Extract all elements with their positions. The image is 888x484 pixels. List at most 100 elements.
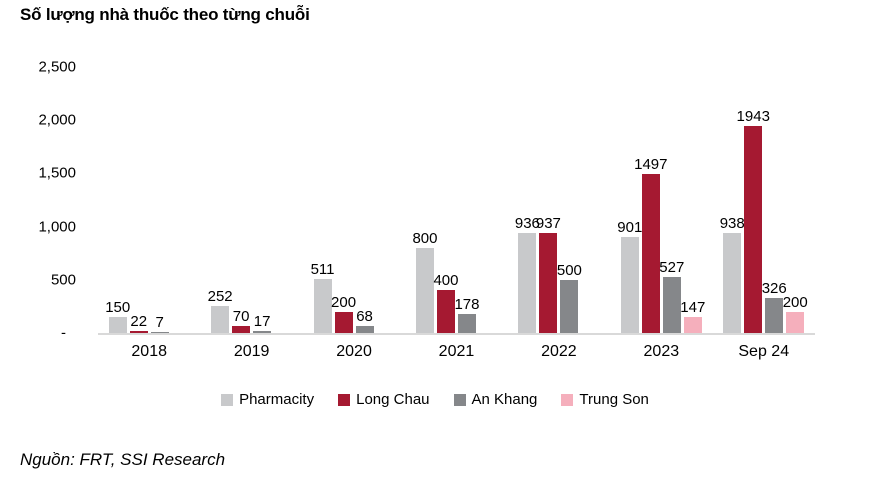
x-axis-label-2018: 2018 xyxy=(131,343,167,360)
bar-an-khang-2020 xyxy=(355,325,374,333)
bar-group-2022: 936 937 500 xyxy=(508,67,610,333)
bar-slot-an-khang-2020: 68 xyxy=(355,308,374,333)
bar-value-label: 527 xyxy=(659,258,685,276)
legend-swatch-icon-trung-son xyxy=(561,393,574,406)
legend-item-an-khang: An Khang xyxy=(453,391,537,408)
bar-group-2018: 150 22 7 xyxy=(98,67,200,333)
x-axis-label-2019: 2019 xyxy=(233,343,270,360)
bar-value-label: 7 xyxy=(155,314,164,331)
bar-pharmacity-2022 xyxy=(518,233,537,333)
bar-slot-an-khang-2021: 178 xyxy=(454,296,479,333)
bar-value-label: 147 xyxy=(680,299,706,317)
legend-swatch-icon-long-chau xyxy=(338,393,351,406)
plot-area: 150 22 7 252 70 17 511 200 68 800 400 178 936 937 500 9… xyxy=(98,67,815,335)
bar-long-chau-2023 xyxy=(641,173,660,333)
bar-slot-pharmacity-sep-24: 938 xyxy=(720,215,745,333)
bar-value-label: 1943 xyxy=(736,108,770,126)
bar-trung-son-2023 xyxy=(683,317,702,333)
bar-long-chau-2019 xyxy=(232,325,251,333)
bar-slot-trung-son-2023: 147 xyxy=(680,299,705,333)
bar-slot-an-khang-2018: 7 xyxy=(150,314,169,333)
bar-pharmacity-2018 xyxy=(108,317,127,333)
bar-value-label: 200 xyxy=(782,293,808,311)
bar-value-label: 200 xyxy=(331,293,357,311)
y-axis: 2,500 2,000 1,500 1,000 500 - xyxy=(0,59,76,342)
bar-pharmacity-2020 xyxy=(313,278,332,333)
bar-slot-long-chau-sep-24: 1943 xyxy=(737,108,770,333)
legend-item-pharmacity: Pharmacity xyxy=(221,391,314,408)
y-axis-tick: 2,500 xyxy=(38,58,76,76)
bar-an-khang-2019 xyxy=(253,331,272,333)
bar-value-label: 901 xyxy=(617,219,643,237)
y-axis-tick: 1,500 xyxy=(38,164,76,182)
bar-pharmacity-2021 xyxy=(415,247,434,333)
bar-an-khang-2023 xyxy=(662,276,681,333)
legend: Pharmacity Long Chau An Khang Trung Son xyxy=(0,391,870,408)
bar-slot-pharmacity-2021: 800 xyxy=(412,230,437,333)
bar-slot-long-chau-2020: 200 xyxy=(331,294,356,333)
x-axis-label-2023: 2023 xyxy=(643,343,680,360)
bar-slot-long-chau-2022: 937 xyxy=(536,215,561,333)
x-axis: 2018 2019 2020 2021 2022 2023 Sep 24 xyxy=(98,343,815,361)
legend-label-trung-son: Trung Son xyxy=(579,391,649,408)
bar-value-label: 500 xyxy=(556,261,582,279)
bar-slot-pharmacity-2023: 901 xyxy=(617,219,642,333)
bar-group-2023: 901 1497 527 147 xyxy=(610,67,712,333)
bar-group-2021: 800 400 178 xyxy=(405,67,507,333)
bar-slot-trung-son-sep-24: 200 xyxy=(783,294,808,333)
bar-slot-an-khang-2023: 527 xyxy=(659,259,684,333)
bar-slot-long-chau-2018: 22 xyxy=(129,312,148,333)
bar-long-chau-2022 xyxy=(539,233,558,333)
bar-long-chau-sep-24 xyxy=(744,126,763,333)
legend-item-long-chau: Long Chau xyxy=(338,391,430,408)
bar-slot-an-khang-2019: 17 xyxy=(253,313,272,333)
bar-value-label: 178 xyxy=(454,296,480,314)
legend-swatch-icon-pharmacity xyxy=(221,393,234,406)
bar-value-label: 150 xyxy=(105,299,131,317)
bar-value-label: 1497 xyxy=(634,155,668,173)
bar-value-label: 936 xyxy=(514,215,540,233)
bar-value-label: 400 xyxy=(433,272,459,290)
bar-pharmacity-2023 xyxy=(620,237,639,333)
bar-slot-pharmacity-2018: 150 xyxy=(105,299,130,333)
bar-slot-pharmacity-2019: 252 xyxy=(208,288,233,333)
chart-title: Số lượng nhà thuốc theo từng chuỗi xyxy=(20,5,310,24)
x-axis-label-2020: 2020 xyxy=(336,343,372,360)
bar-slot-an-khang-2022: 500 xyxy=(557,262,582,333)
bar-an-khang-2022 xyxy=(560,279,579,333)
y-axis-tick: 500 xyxy=(50,271,76,289)
bar-long-chau-2018 xyxy=(129,330,148,333)
legend-item-trung-son: Trung Son xyxy=(561,391,649,408)
bar-pharmacity-sep-24 xyxy=(723,233,742,333)
bar-group-2019: 252 70 17 xyxy=(200,67,302,333)
bar-value-label: 937 xyxy=(535,215,561,233)
bar-slot-long-chau-2023: 1497 xyxy=(634,156,668,333)
x-axis-label-2021: 2021 xyxy=(438,343,475,360)
bar-an-khang-sep-24 xyxy=(765,298,784,333)
y-axis-tick: - xyxy=(61,324,66,342)
bar-group-sep-24: 938 1943 326 200 xyxy=(713,67,815,333)
bar-pharmacity-2019 xyxy=(211,306,230,333)
bar-long-chau-2020 xyxy=(334,311,353,333)
bar-slot-pharmacity-2020: 511 xyxy=(310,260,335,333)
bar-value-label: 938 xyxy=(719,215,745,233)
bar-value-label: 326 xyxy=(761,280,787,298)
bar-slot-pharmacity-2022: 936 xyxy=(515,215,540,333)
source-note: Nguồn: FRT, SSI Research xyxy=(20,450,226,469)
bar-slot-long-chau-2021: 400 xyxy=(433,272,458,333)
bar-an-khang-2018 xyxy=(150,332,169,333)
x-axis-label-sep-24: Sep 24 xyxy=(738,343,790,360)
bar-trung-son-sep-24 xyxy=(786,311,805,333)
bar-value-label: 70 xyxy=(232,307,250,325)
bar-value-label: 22 xyxy=(130,312,148,330)
bar-value-label: 511 xyxy=(310,260,335,278)
bar-value-label: 252 xyxy=(207,288,233,306)
y-axis-tick: 1,000 xyxy=(38,218,76,236)
bar-slot-long-chau-2019: 70 xyxy=(232,307,251,333)
bar-value-label: 800 xyxy=(412,229,438,247)
legend-label-pharmacity: Pharmacity xyxy=(239,391,315,408)
bar-long-chau-2021 xyxy=(436,290,455,333)
x-axis-label-2022: 2022 xyxy=(541,343,577,360)
bar-an-khang-2021 xyxy=(457,314,476,333)
